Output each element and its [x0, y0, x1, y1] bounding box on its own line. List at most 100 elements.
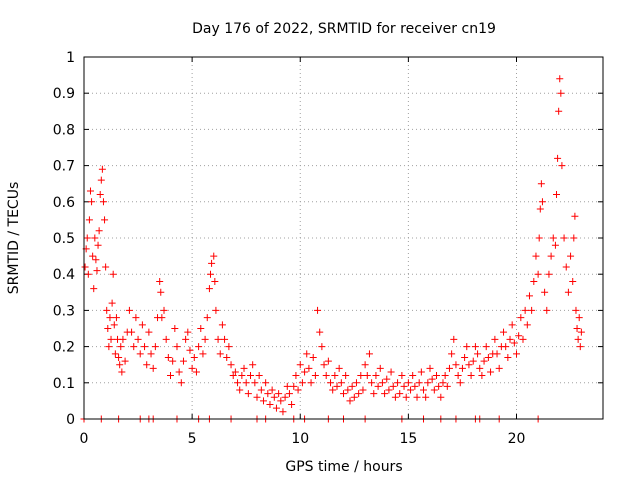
data-point: [311, 372, 319, 380]
data-point: [257, 386, 265, 394]
data-point: [525, 292, 533, 300]
data-point: [458, 364, 466, 372]
data-point: [141, 343, 149, 351]
data-point: [188, 364, 196, 372]
data-point: [573, 325, 581, 332]
data-point: [99, 198, 107, 206]
data-point: [107, 335, 115, 343]
y-tick-label: 0.9: [53, 86, 75, 102]
data-point: [556, 75, 564, 83]
data-point: [346, 397, 354, 405]
data-point: [555, 107, 563, 115]
data-point: [575, 314, 583, 322]
data-point: [445, 364, 453, 372]
data-point: [443, 382, 451, 390]
data-point: [103, 306, 111, 314]
data-point: [270, 393, 278, 401]
data-point: [553, 191, 561, 199]
data-point: [467, 372, 475, 380]
data-point: [500, 328, 508, 336]
data-point: [157, 288, 165, 296]
data-point: [484, 353, 492, 361]
x-tick-label: 0: [80, 431, 89, 447]
data-point: [192, 368, 200, 376]
y-tick-label: 0.1: [53, 376, 75, 392]
data-point: [352, 379, 360, 387]
y-tick-label: 0.4: [53, 267, 75, 283]
data-point: [138, 321, 146, 329]
data-point: [182, 335, 190, 343]
data-point: [394, 379, 402, 387]
grid: [84, 57, 603, 419]
chart-title: Day 176 of 2022, SRMTID for receiver cn1…: [192, 21, 496, 37]
x-tick-label: 20: [508, 431, 526, 447]
data-point: [554, 154, 562, 162]
data-point: [359, 386, 367, 394]
data-point: [132, 314, 140, 322]
data-point: [508, 321, 516, 329]
data-point: [482, 343, 490, 351]
data-point: [502, 343, 510, 351]
y-tick-label: 0.6: [53, 195, 75, 211]
data-point: [316, 328, 324, 336]
data-point: [417, 368, 425, 376]
data-point: [570, 234, 578, 242]
data-point: [413, 393, 421, 401]
data-point: [426, 364, 434, 372]
data-point: [491, 335, 499, 343]
data-point: [83, 234, 91, 242]
data-point: [400, 382, 408, 390]
data-point: [247, 372, 255, 380]
data-point: [504, 353, 512, 361]
data-point: [268, 386, 276, 394]
data-point: [572, 306, 580, 314]
data-point: [301, 368, 309, 376]
data-point: [357, 372, 365, 380]
data-point: [456, 379, 464, 387]
data-point: [532, 252, 540, 260]
data-point: [543, 306, 551, 314]
data-point: [285, 390, 293, 398]
data-point: [469, 357, 477, 365]
data-point: [487, 368, 495, 376]
data-point: [115, 353, 123, 361]
data-point: [84, 270, 92, 278]
data-point: [558, 162, 566, 170]
y-tick-label: 0.7: [53, 159, 75, 175]
data-point: [515, 332, 523, 340]
data-point: [90, 285, 98, 293]
data-point: [95, 227, 103, 235]
data-point: [471, 343, 479, 351]
data-point: [205, 285, 213, 293]
data-point: [303, 350, 311, 358]
data-point: [81, 263, 89, 271]
x-tick-label: 15: [399, 431, 417, 447]
data-point: [225, 343, 233, 351]
data-point: [244, 390, 252, 398]
data-point: [538, 198, 546, 206]
data-point: [340, 390, 347, 398]
data-point: [389, 382, 397, 390]
data-point: [105, 343, 113, 351]
data-point: [517, 314, 525, 322]
data-point: [112, 314, 120, 322]
data-point: [422, 393, 430, 401]
data-point: [210, 252, 218, 260]
y-tick-label: 0.8: [53, 122, 75, 138]
data-point: [536, 205, 544, 213]
plot-border: [83, 56, 604, 420]
data-point: [551, 241, 559, 249]
data-point: [298, 379, 306, 387]
data-point: [179, 357, 187, 365]
data-point: [474, 350, 482, 358]
data-point: [567, 252, 575, 260]
data-point: [121, 357, 129, 365]
data-point: [110, 321, 118, 329]
data-point: [432, 372, 440, 380]
y-tick-label: 1: [66, 50, 75, 66]
data-point: [454, 372, 462, 380]
data-point: [249, 361, 257, 369]
data-point: [545, 270, 553, 278]
